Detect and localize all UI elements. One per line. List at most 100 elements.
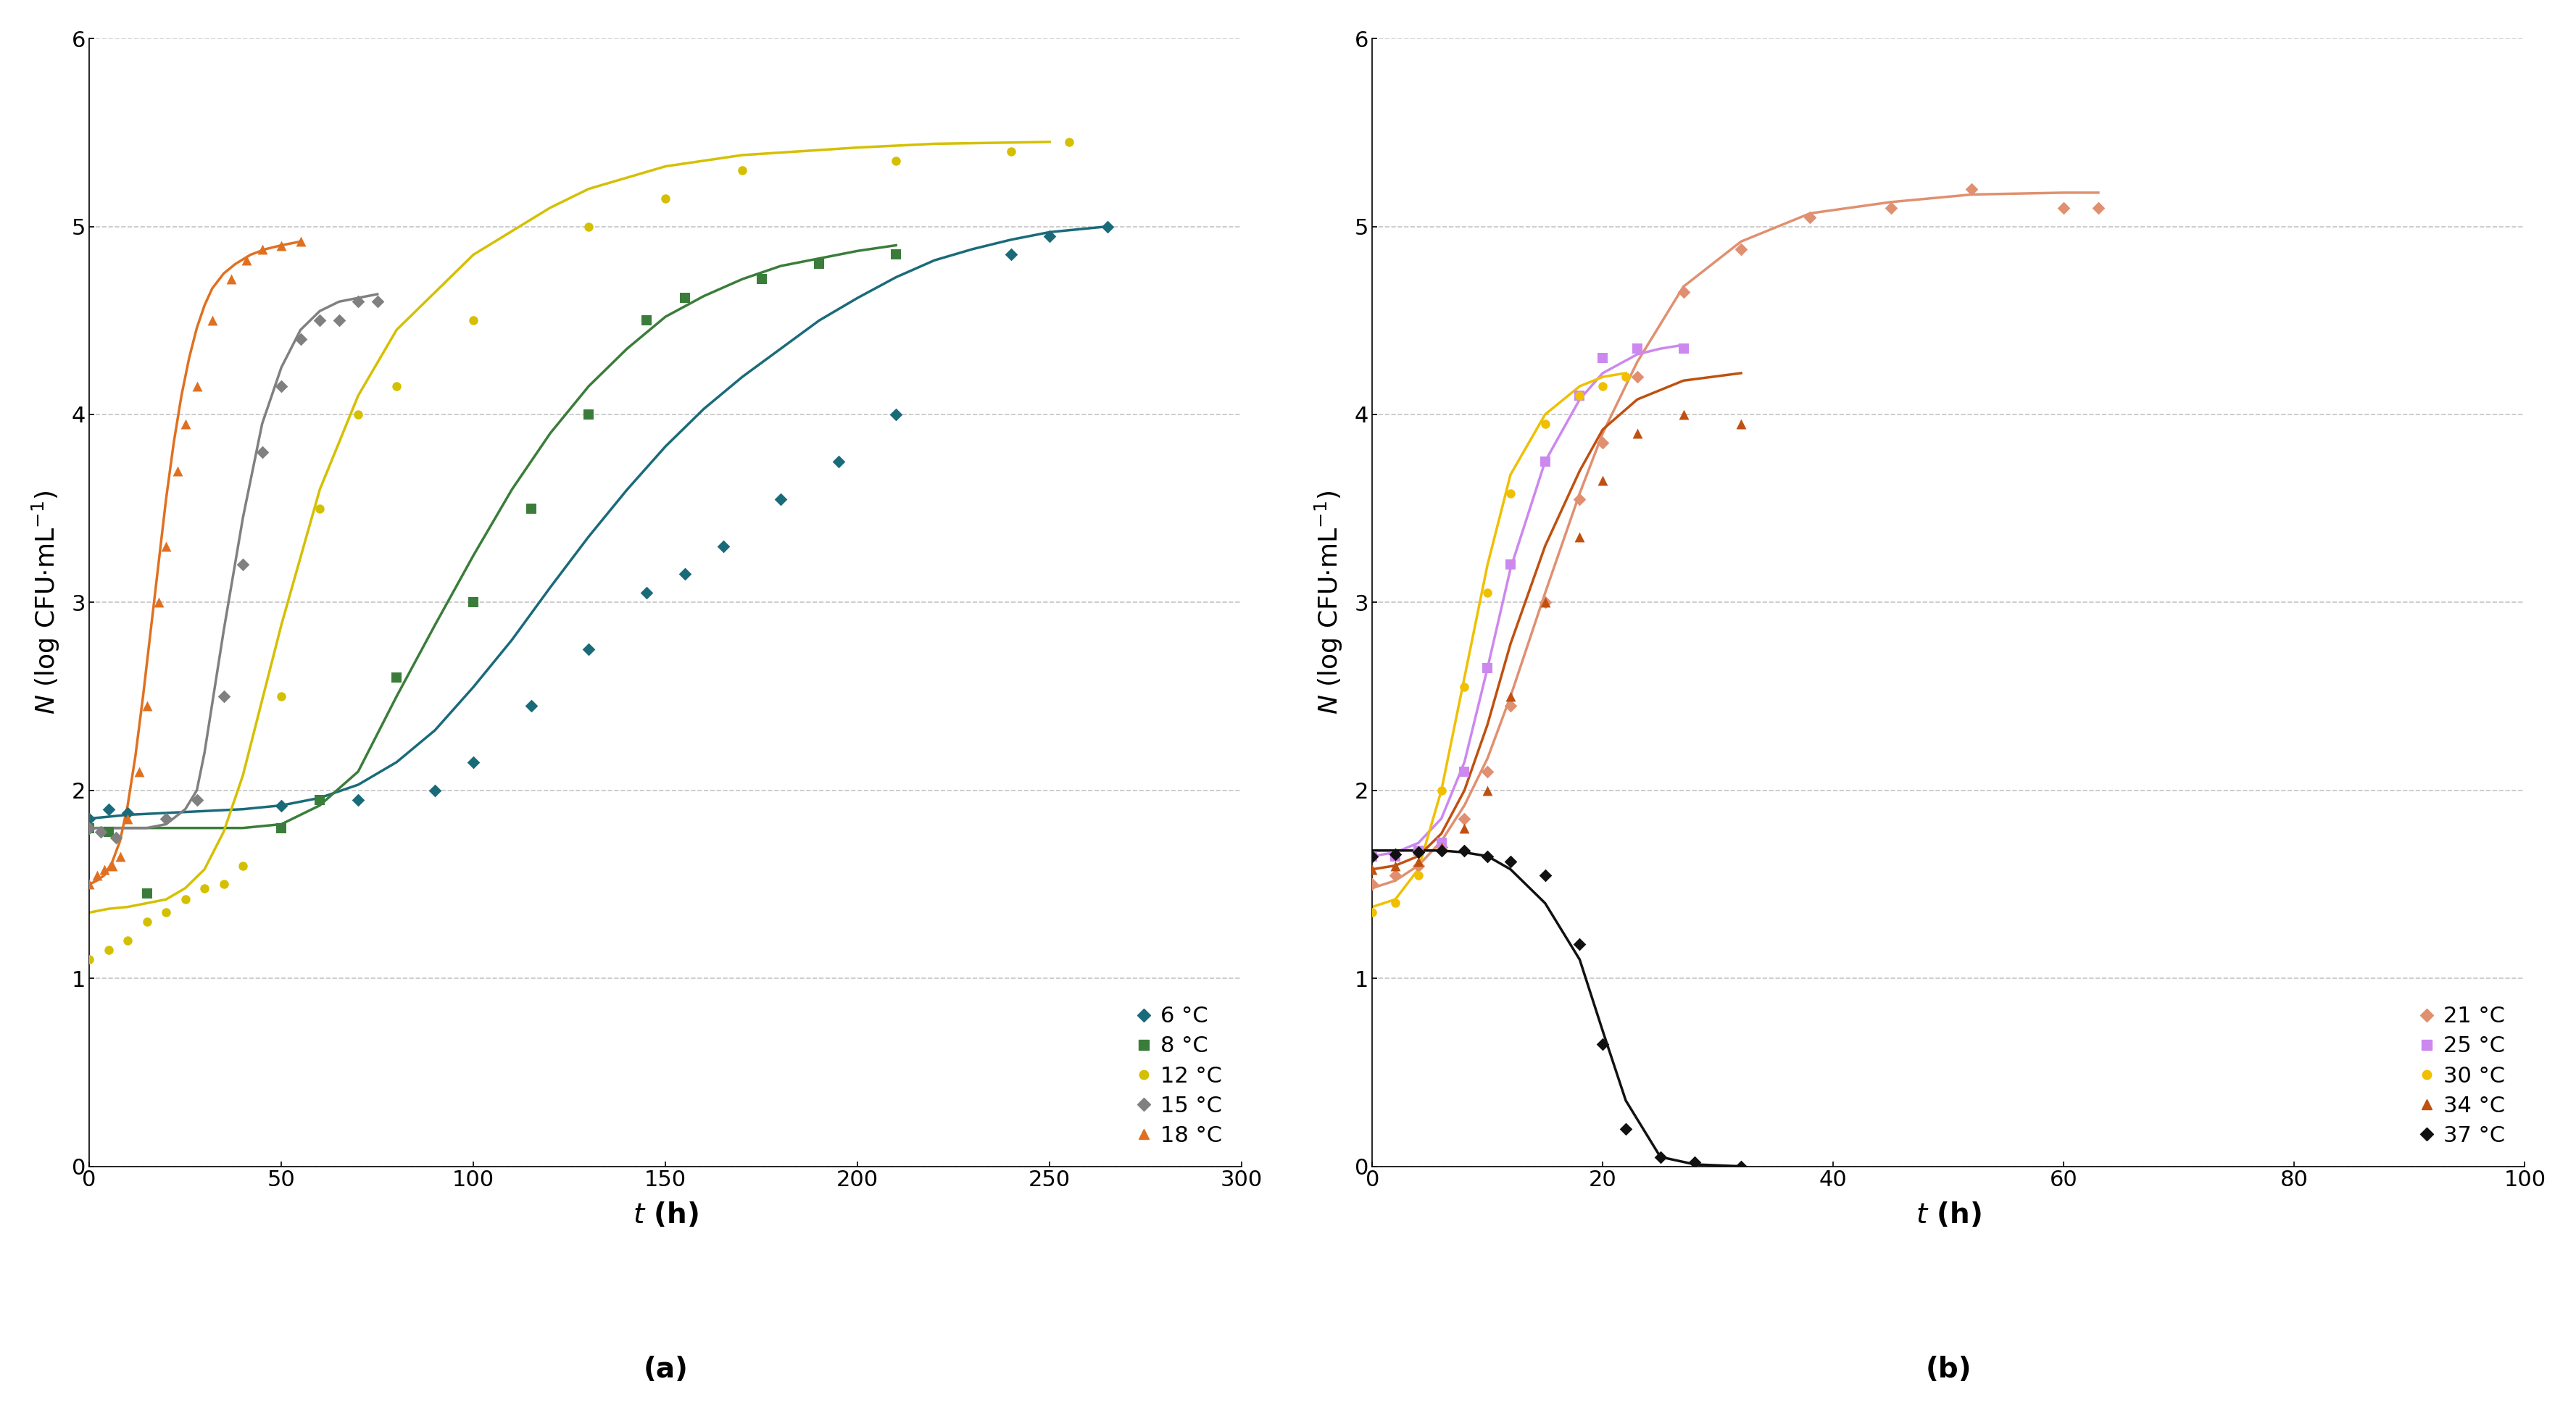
Point bbox=[1466, 780, 1507, 802]
Text: (b): (b) bbox=[1924, 1356, 1971, 1383]
Point bbox=[992, 140, 1033, 163]
Point bbox=[1422, 839, 1463, 861]
Point bbox=[281, 327, 322, 350]
Point bbox=[165, 413, 206, 436]
Point bbox=[1443, 816, 1484, 839]
Point bbox=[1582, 1033, 1623, 1055]
Point bbox=[260, 235, 301, 257]
Point bbox=[1489, 694, 1530, 717]
Point bbox=[337, 788, 379, 811]
Point bbox=[126, 910, 167, 933]
Point bbox=[742, 268, 783, 291]
Point bbox=[1558, 525, 1600, 548]
Point bbox=[1489, 686, 1530, 708]
Point bbox=[355, 291, 397, 313]
Point bbox=[1721, 237, 1762, 260]
Point bbox=[1376, 854, 1417, 877]
Point bbox=[100, 844, 142, 867]
Point bbox=[876, 403, 917, 426]
Point bbox=[227, 249, 268, 271]
Legend: 21 °C, 25 °C, 30 °C, 34 °C, 37 °C: 21 °C, 25 °C, 30 °C, 34 °C, 37 °C bbox=[2411, 998, 2514, 1155]
Point bbox=[242, 441, 283, 464]
Point bbox=[1558, 385, 1600, 407]
Point bbox=[70, 948, 111, 971]
Point bbox=[191, 309, 232, 332]
Point bbox=[376, 666, 417, 688]
Point bbox=[1422, 836, 1463, 858]
Point bbox=[1582, 347, 1623, 370]
Point bbox=[108, 802, 149, 825]
Point bbox=[337, 403, 379, 426]
Point bbox=[510, 694, 551, 717]
Point bbox=[1582, 375, 1623, 398]
Point bbox=[1352, 902, 1394, 924]
Point bbox=[415, 780, 456, 802]
Point bbox=[1399, 864, 1440, 887]
Point bbox=[1662, 281, 1703, 303]
Point bbox=[70, 816, 111, 839]
Point bbox=[319, 309, 361, 332]
Point bbox=[569, 403, 611, 426]
Point bbox=[70, 816, 111, 839]
Point bbox=[2079, 197, 2120, 219]
Point bbox=[1399, 850, 1440, 873]
Point bbox=[88, 939, 129, 961]
Point bbox=[1048, 131, 1090, 153]
Point bbox=[665, 563, 706, 586]
Point bbox=[1618, 337, 1659, 360]
Point bbox=[1376, 864, 1417, 887]
Point bbox=[222, 854, 263, 877]
Point bbox=[144, 902, 185, 924]
Point bbox=[204, 686, 245, 708]
Point bbox=[1525, 864, 1566, 887]
Point bbox=[1352, 844, 1394, 867]
Point bbox=[1662, 337, 1703, 360]
Point bbox=[1790, 207, 1832, 229]
Point bbox=[299, 497, 340, 520]
Point bbox=[260, 794, 301, 816]
Point bbox=[204, 873, 245, 895]
Point bbox=[1618, 365, 1659, 388]
Point bbox=[118, 760, 160, 783]
Point bbox=[1443, 808, 1484, 830]
Point bbox=[1525, 592, 1566, 614]
Point bbox=[299, 309, 340, 332]
Point bbox=[1605, 1117, 1646, 1139]
Point bbox=[376, 375, 417, 398]
Point bbox=[88, 798, 129, 821]
Point bbox=[876, 243, 917, 266]
Point bbox=[93, 854, 134, 877]
Point bbox=[1443, 760, 1484, 783]
Point bbox=[1721, 413, 1762, 436]
Point bbox=[1376, 843, 1417, 865]
Point bbox=[1399, 854, 1440, 877]
Point bbox=[183, 877, 224, 899]
Point bbox=[721, 159, 762, 181]
Point bbox=[85, 858, 126, 881]
Point bbox=[1721, 1155, 1762, 1177]
Point bbox=[337, 291, 379, 313]
Point bbox=[453, 750, 495, 773]
Point bbox=[1558, 933, 1600, 955]
Point bbox=[1028, 225, 1069, 247]
Point bbox=[88, 821, 129, 843]
Point bbox=[1525, 413, 1566, 436]
Point bbox=[665, 287, 706, 309]
Point bbox=[1489, 554, 1530, 576]
Point bbox=[876, 149, 917, 171]
Point bbox=[299, 788, 340, 811]
Point bbox=[95, 826, 137, 849]
Point bbox=[108, 808, 149, 830]
Point bbox=[1399, 839, 1440, 861]
Y-axis label: $\mathit{N}$ (log CFU·mL$^{-1}$): $\mathit{N}$ (log CFU·mL$^{-1}$) bbox=[31, 490, 62, 714]
Point bbox=[1466, 582, 1507, 604]
Point bbox=[222, 554, 263, 576]
Point bbox=[80, 821, 121, 843]
Point bbox=[77, 864, 118, 887]
Point bbox=[1399, 842, 1440, 864]
Point bbox=[760, 488, 801, 510]
Point bbox=[175, 375, 216, 398]
Point bbox=[644, 187, 685, 209]
Point bbox=[1525, 450, 1566, 472]
Point bbox=[1558, 488, 1600, 510]
